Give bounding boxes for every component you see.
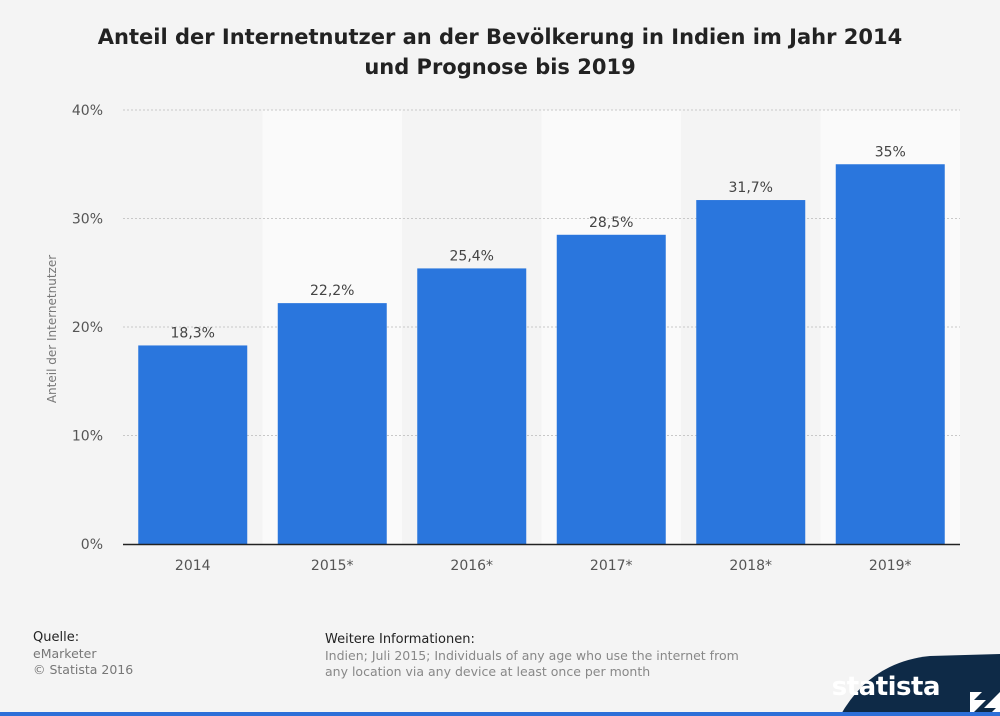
x-tick-label: 2015* xyxy=(311,558,354,574)
x-tick-label: 2018* xyxy=(729,558,772,574)
data-label: 35% xyxy=(875,144,906,160)
bar[interactable] xyxy=(835,164,945,544)
data-label: 22,2% xyxy=(310,283,354,299)
source-label: Quelle: xyxy=(33,630,80,645)
source-block: Quelle: eMarketer © Statista 2016 xyxy=(33,630,133,678)
data-label: 28,5% xyxy=(589,215,633,231)
chart-title-line1: Anteil der Internetnutzer an der Bevölke… xyxy=(97,25,903,49)
data-label: 25,4% xyxy=(450,248,494,264)
bar[interactable] xyxy=(277,303,387,544)
bar[interactable] xyxy=(417,268,527,544)
bar[interactable] xyxy=(696,200,806,544)
source-name[interactable]: eMarketer xyxy=(33,646,97,661)
info-text: Indien; Juli 2015; Individuals of any ag… xyxy=(325,648,739,679)
x-tick-label: 2016* xyxy=(450,558,493,574)
data-label: 31,7% xyxy=(729,180,773,196)
statista-logo[interactable]: statista xyxy=(800,654,1000,716)
x-tick-label: 2019* xyxy=(869,558,912,574)
logo-background-shape xyxy=(840,654,1000,716)
info-label: Weitere Informationen: xyxy=(325,632,475,647)
bar[interactable] xyxy=(556,234,666,544)
chart-title-line2: und Prognose bis 2019 xyxy=(364,55,636,79)
brand-name: statista xyxy=(831,672,941,702)
bottom-accent-line xyxy=(0,712,1000,716)
bar[interactable] xyxy=(138,345,248,544)
y-axis-label: Anteil der Internetnutzer xyxy=(45,255,59,403)
bar-chart: 0% 10% 20% 30% 40% Anteil der Internetnutzer 1… xyxy=(45,103,960,574)
y-tick-label: 20% xyxy=(72,320,103,336)
x-tick-label: 2017* xyxy=(590,558,633,574)
y-tick-label: 40% xyxy=(72,103,103,119)
data-label: 18,3% xyxy=(171,325,215,341)
info-block: Weitere Informationen: Indien; Juli 2015… xyxy=(325,632,745,680)
y-tick-label: 30% xyxy=(72,212,103,228)
chart-title: Anteil der Internetnutzer an der Bevölke… xyxy=(0,22,1000,82)
y-tick-label: 10% xyxy=(72,429,103,445)
x-tick-label: 2014 xyxy=(175,558,211,574)
copyright: © Statista 2016 xyxy=(33,662,134,677)
statista-mark-icon xyxy=(970,692,1000,716)
y-tick-label: 0% xyxy=(81,537,103,553)
